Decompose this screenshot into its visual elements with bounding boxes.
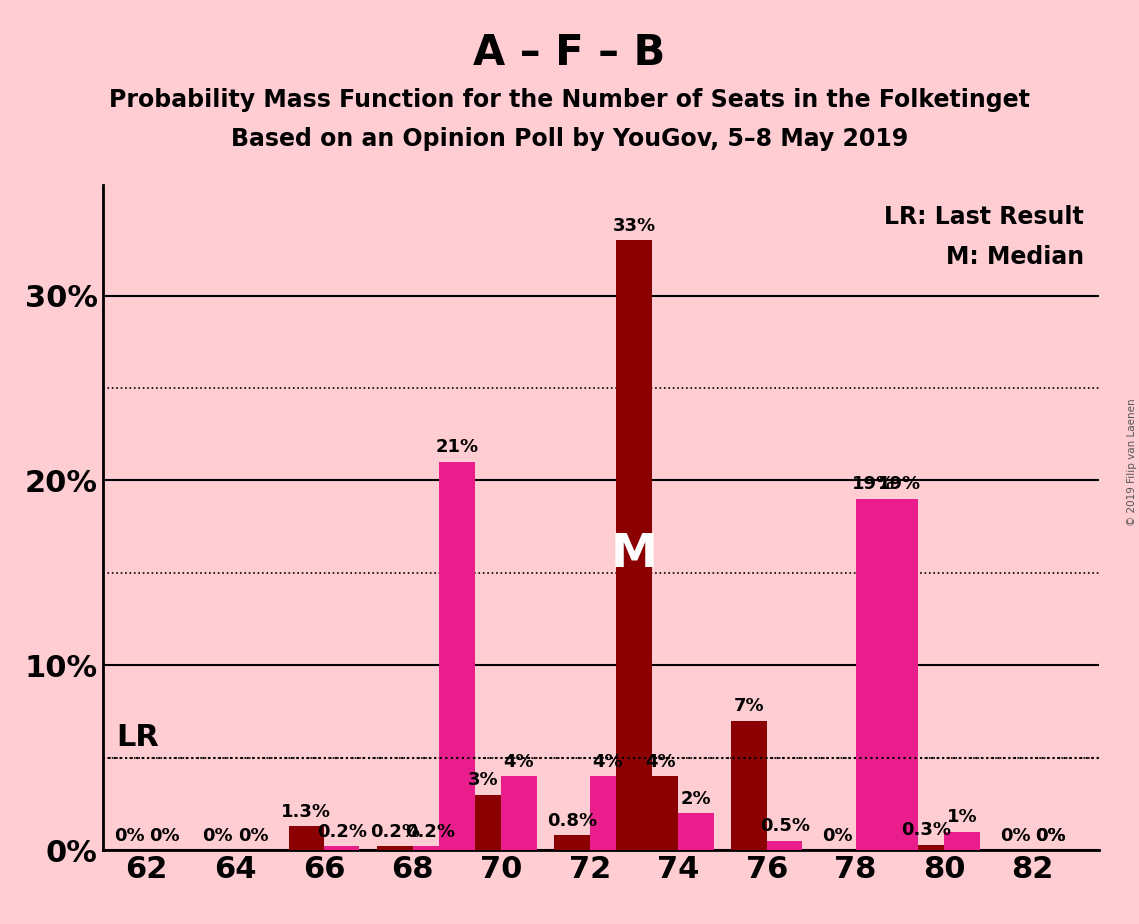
Bar [767,841,802,850]
Text: 0%: 0% [1035,827,1066,845]
Bar [909,845,944,850]
Bar [731,721,767,850]
Bar [855,499,891,850]
Text: 3%: 3% [468,772,499,789]
Bar [412,846,448,850]
Bar [642,776,679,850]
Text: M: Median: M: Median [947,245,1084,269]
Text: 0%: 0% [1035,827,1066,845]
Text: 0%: 0% [1000,827,1031,845]
Text: 4%: 4% [592,753,623,771]
Bar [679,813,714,850]
Text: 33%: 33% [613,217,656,235]
Text: 4%: 4% [503,753,534,771]
Bar [288,826,323,850]
Text: 1.3%: 1.3% [281,803,331,821]
Text: 0.2%: 0.2% [405,823,456,841]
Bar [882,499,918,850]
Text: 0%: 0% [114,827,145,845]
Text: 1%: 1% [947,808,977,826]
Bar [323,846,360,850]
Text: 0.5%: 0.5% [760,818,810,835]
Text: LR: Last Result: LR: Last Result [885,205,1084,229]
Bar [590,776,625,850]
Text: Based on an Opinion Poll by YouGov, 5–8 May 2019: Based on an Opinion Poll by YouGov, 5–8 … [231,127,908,151]
Text: 0.8%: 0.8% [547,812,597,830]
Bar [466,795,501,850]
Text: 0%: 0% [203,827,233,845]
Text: 0.2%: 0.2% [370,823,420,841]
Bar [377,846,412,850]
Bar [616,240,652,850]
Bar [555,835,590,850]
Bar [944,832,980,850]
Text: 0.2%: 0.2% [317,823,367,841]
Text: 4%: 4% [646,753,675,771]
Text: © 2019 Filip van Laenen: © 2019 Filip van Laenen [1126,398,1137,526]
Text: M: M [611,532,657,577]
Text: 21%: 21% [435,439,478,456]
Text: A – F – B: A – F – B [474,32,665,74]
Text: 19%: 19% [878,476,921,493]
Text: 0%: 0% [822,827,853,845]
Text: 2%: 2% [681,790,712,808]
Text: 0%: 0% [238,827,269,845]
Text: Probability Mass Function for the Number of Seats in the Folketinget: Probability Mass Function for the Number… [109,88,1030,112]
Bar [501,776,536,850]
Bar [440,462,475,850]
Text: 19%: 19% [852,476,895,493]
Text: 0%: 0% [149,827,180,845]
Text: 7%: 7% [734,698,764,715]
Text: LR: LR [116,723,158,752]
Text: 0.3%: 0.3% [901,821,951,839]
